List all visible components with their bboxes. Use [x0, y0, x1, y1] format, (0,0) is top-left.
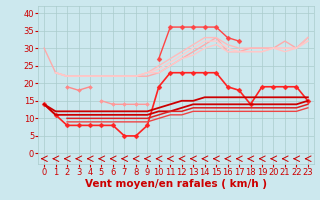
X-axis label: Vent moyen/en rafales ( km/h ): Vent moyen/en rafales ( km/h ) [85, 179, 267, 189]
